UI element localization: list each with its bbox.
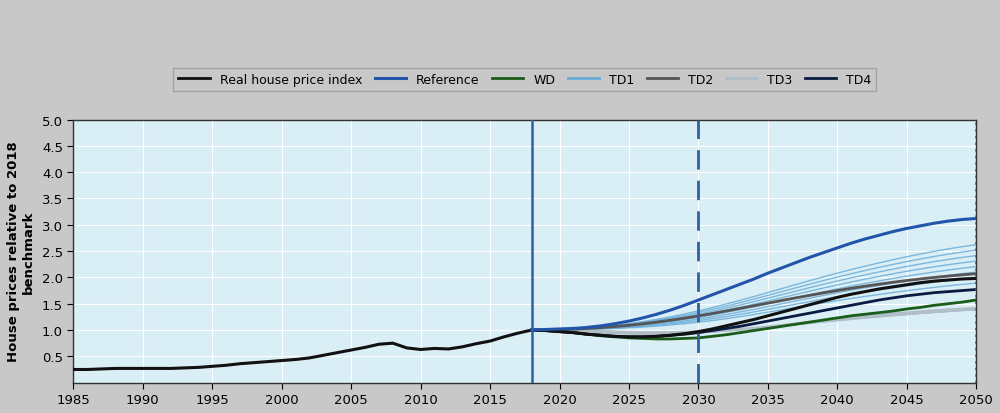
- Y-axis label: House prices relative to 2018
benchmark: House prices relative to 2018 benchmark: [7, 141, 35, 361]
- Legend: Real house price index, Reference, WD, TD1, TD2, TD3, TD4: Real house price index, Reference, WD, T…: [173, 69, 876, 92]
